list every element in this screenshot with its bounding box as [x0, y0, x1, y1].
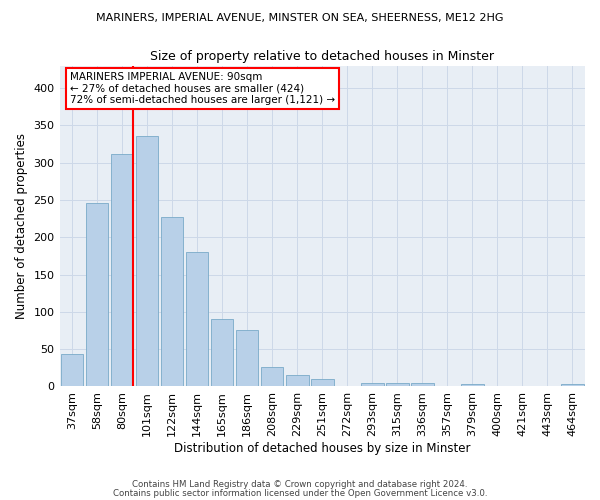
- Title: Size of property relative to detached houses in Minster: Size of property relative to detached ho…: [150, 50, 494, 63]
- Bar: [236, 330, 259, 386]
- Bar: [111, 154, 133, 386]
- X-axis label: Distribution of detached houses by size in Minster: Distribution of detached houses by size …: [174, 442, 470, 455]
- Bar: [186, 252, 208, 386]
- Bar: [61, 354, 83, 386]
- Bar: [311, 379, 334, 386]
- Bar: [561, 384, 584, 386]
- Bar: [411, 384, 434, 386]
- Bar: [361, 382, 383, 386]
- Text: MARINERS, IMPERIAL AVENUE, MINSTER ON SEA, SHEERNESS, ME12 2HG: MARINERS, IMPERIAL AVENUE, MINSTER ON SE…: [96, 12, 504, 22]
- Bar: [211, 320, 233, 386]
- Bar: [386, 382, 409, 386]
- Bar: [136, 136, 158, 386]
- Text: MARINERS IMPERIAL AVENUE: 90sqm
← 27% of detached houses are smaller (424)
72% o: MARINERS IMPERIAL AVENUE: 90sqm ← 27% of…: [70, 72, 335, 105]
- Bar: [461, 384, 484, 386]
- Bar: [86, 203, 109, 386]
- Y-axis label: Number of detached properties: Number of detached properties: [15, 133, 28, 319]
- Bar: [161, 217, 184, 386]
- Text: Contains HM Land Registry data © Crown copyright and database right 2024.: Contains HM Land Registry data © Crown c…: [132, 480, 468, 489]
- Text: Contains public sector information licensed under the Open Government Licence v3: Contains public sector information licen…: [113, 489, 487, 498]
- Bar: [286, 374, 308, 386]
- Bar: [261, 367, 283, 386]
